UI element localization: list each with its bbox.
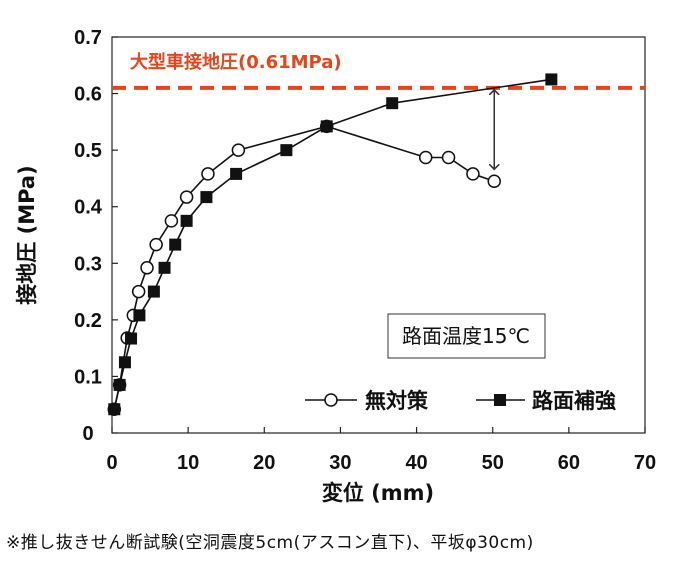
legend-label-no-countermeasure: 無対策 [365, 389, 429, 413]
data-point-road-reinforcement [113, 378, 126, 391]
data-point-no-countermeasure [231, 143, 246, 157]
y-axis: 0 0.1 0.2 0.3 0.4 0.5 0.6 0.7 [74, 27, 118, 445]
x-tick-label: 40 [405, 452, 427, 474]
legend-label-road-reinforcement: 路面補強 [532, 389, 616, 413]
temperature-box [387, 313, 546, 359]
data-point-no-countermeasure [487, 174, 501, 189]
x-tick-label: 60 [558, 452, 580, 474]
x-tick-label: 0 [106, 452, 117, 474]
data-point-no-countermeasure [441, 150, 456, 165]
y-axis-title: 接地圧 (MPa) [15, 165, 39, 304]
data-point-no-countermeasure [466, 167, 480, 181]
legend-marker-no-countermeasure [324, 393, 338, 407]
data-point-road-reinforcement [200, 191, 213, 204]
data-point-road-reinforcement [169, 238, 182, 251]
x-tick-label: 30 [329, 452, 351, 474]
data-point-no-countermeasure [140, 261, 154, 275]
y-tick-label: 0 [82, 423, 93, 445]
x-tick-label: 20 [253, 452, 275, 474]
x-tick-label: 10 [177, 452, 199, 474]
data-point-no-countermeasure [418, 150, 433, 165]
data-point-road-reinforcement [280, 144, 293, 157]
data-point-road-reinforcement [545, 73, 558, 86]
reference-line-label: 大型車接地圧(0.61MPa) [130, 51, 342, 73]
data-point-road-reinforcement [180, 214, 193, 227]
footnote: ※推し抜きせん断試験(空洞震度5cm(アスコン直下)、平坂φ30cm) [6, 533, 534, 553]
data-point-no-countermeasure [164, 214, 179, 228]
y-tick-label: 0.6 [74, 84, 102, 106]
pressure-displacement-chart: 0 0.1 0.2 0.3 0.4 0.5 0.6 0.7 0 10 20 30 40 50 60 70 大… [15, 27, 656, 505]
x-tick-label: 50 [482, 452, 504, 474]
data-point-road-reinforcement [118, 356, 131, 369]
legend-marker-road-reinforcement [494, 394, 506, 406]
data-point-road-reinforcement [158, 261, 171, 274]
data-point-road-reinforcement [320, 120, 333, 133]
data-point-no-countermeasure [131, 284, 146, 299]
x-axis: 0 10 20 30 40 50 60 70 [106, 427, 656, 474]
temperature-label: 路面温度15℃ [402, 324, 530, 348]
data-point-no-countermeasure [149, 237, 163, 252]
data-point-road-reinforcement [125, 332, 138, 345]
data-point-road-reinforcement [133, 309, 146, 322]
data-point-road-reinforcement [147, 285, 160, 298]
y-tick-label: 0.3 [74, 253, 102, 275]
data-point-road-reinforcement [230, 167, 243, 180]
data-point-road-reinforcement [108, 403, 121, 416]
x-axis-title: 変位 (mm) [322, 481, 434, 505]
y-tick-label: 0.2 [74, 310, 102, 332]
x-tick-label: 70 [634, 452, 656, 474]
y-tick-label: 0.1 [74, 366, 102, 388]
plot-area [111, 36, 646, 434]
data-point-road-reinforcement [386, 97, 399, 110]
y-tick-label: 0.5 [74, 140, 102, 162]
y-tick-label: 0.4 [74, 197, 103, 219]
data-point-no-countermeasure [179, 190, 194, 204]
series-layer [107, 73, 558, 416]
y-tick-label: 0.7 [74, 27, 102, 49]
legend: 無対策 路面補強 [305, 389, 616, 413]
series-line-no-countermeasure [113, 125, 495, 410]
data-point-no-countermeasure [201, 167, 215, 181]
